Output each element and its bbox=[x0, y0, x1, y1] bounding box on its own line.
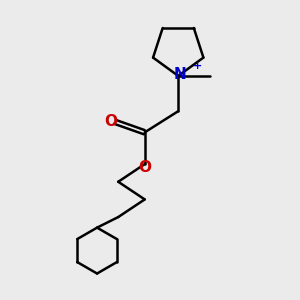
Text: N: N bbox=[173, 67, 186, 82]
Text: O: O bbox=[104, 114, 117, 129]
Text: O: O bbox=[138, 160, 151, 175]
Text: +: + bbox=[193, 61, 202, 71]
